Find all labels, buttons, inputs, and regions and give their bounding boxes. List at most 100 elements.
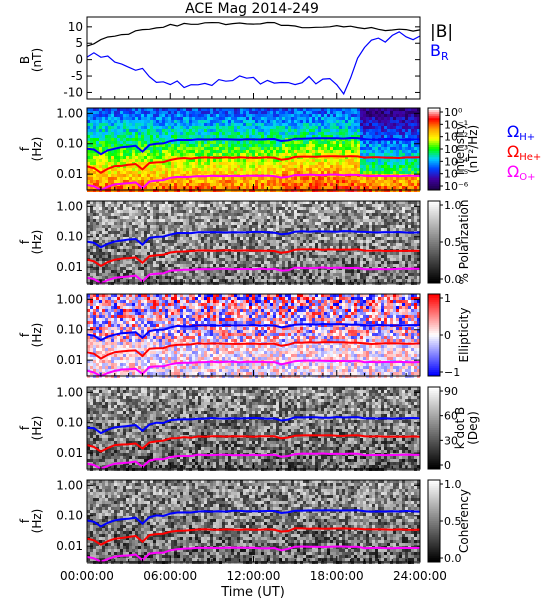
heatmap-cell xyxy=(417,141,420,144)
heatmap-cell xyxy=(165,264,168,267)
heatmap-cell xyxy=(117,108,120,111)
heatmap-cell xyxy=(258,261,261,264)
heatmap-cell xyxy=(198,120,201,123)
heatmap-cell xyxy=(129,201,132,204)
heatmap-cell xyxy=(183,159,186,162)
heatmap-cell xyxy=(321,126,324,129)
heatmap-cell xyxy=(168,144,171,147)
heatmap-cell xyxy=(129,243,132,246)
colorbar-segment xyxy=(428,138,440,142)
heatmap-cell xyxy=(348,180,351,183)
heatmap-cell xyxy=(342,186,345,189)
heatmap-cell xyxy=(201,270,204,273)
heatmap-cell xyxy=(267,228,270,231)
heatmap-cell xyxy=(180,234,183,237)
heatmap-cell xyxy=(390,147,393,150)
heatmap-cell xyxy=(378,168,381,171)
heatmap-cell xyxy=(102,123,105,126)
heatmap-cell xyxy=(366,111,369,114)
heatmap-cell xyxy=(258,141,261,144)
heatmap-cell xyxy=(156,144,159,147)
heatmap-cell xyxy=(168,168,171,171)
heatmap-cell xyxy=(405,135,408,138)
heatmap-cell xyxy=(312,108,315,111)
heatmap-cell xyxy=(93,267,96,270)
heatmap-cell xyxy=(222,171,225,174)
heatmap-cell xyxy=(243,120,246,123)
heatmap-cell xyxy=(174,117,177,120)
heatmap-cell xyxy=(138,141,141,144)
heatmap-cell xyxy=(129,228,132,231)
heatmap-cell xyxy=(156,138,159,141)
heatmap-cell xyxy=(204,114,207,117)
heatmap-cell xyxy=(324,159,327,162)
heatmap-cell xyxy=(417,114,420,117)
heatmap-cell xyxy=(207,276,210,279)
heatmap-cell xyxy=(141,255,144,258)
heatmap-cell xyxy=(246,234,249,237)
heatmap-cell xyxy=(390,180,393,183)
heatmap-cell xyxy=(174,207,177,210)
heatmap-cell xyxy=(90,126,93,129)
heatmap-cell xyxy=(186,129,189,132)
heatmap-cell xyxy=(333,186,336,189)
heatmap-cell xyxy=(207,162,210,165)
heatmap-cell xyxy=(231,186,234,189)
heatmap-cell xyxy=(129,177,132,180)
heatmap-cell xyxy=(225,207,228,210)
heatmap-cell xyxy=(129,126,132,129)
heatmap-cell xyxy=(156,117,159,120)
heatmap-cell xyxy=(402,159,405,162)
heatmap-cell xyxy=(93,123,96,126)
heatmap-cell xyxy=(297,147,300,150)
heatmap-cell xyxy=(171,153,174,156)
heatmap-cell xyxy=(231,201,234,204)
heatmap-cell xyxy=(330,111,333,114)
heatmap-cell xyxy=(156,276,159,279)
heatmap-cell xyxy=(411,153,414,156)
heatmap-cell xyxy=(111,117,114,120)
heatmap-cell xyxy=(147,228,150,231)
heatmap-cell xyxy=(252,111,255,114)
heatmap-cell xyxy=(117,174,120,177)
heatmap-cell xyxy=(228,165,231,168)
heatmap-cell xyxy=(117,279,120,282)
heatmap-cell xyxy=(333,111,336,114)
heatmap-cell xyxy=(300,117,303,120)
heatmap-cell xyxy=(135,111,138,114)
heatmap-cell xyxy=(135,153,138,156)
heatmap-cell xyxy=(231,255,234,258)
heatmap-cell xyxy=(213,177,216,180)
heatmap-cell xyxy=(384,114,387,117)
heatmap-cell xyxy=(108,240,111,243)
heatmap-cell xyxy=(180,111,183,114)
heatmap-cell xyxy=(192,111,195,114)
heatmap-cell xyxy=(402,180,405,183)
heatmap-cell xyxy=(153,153,156,156)
heatmap-cell xyxy=(372,132,375,135)
heatmap-cell xyxy=(261,264,264,267)
heatmap-cell xyxy=(408,114,411,117)
heatmap-cell xyxy=(213,159,216,162)
heatmap-cell xyxy=(99,249,102,252)
heatmap-cell xyxy=(399,177,402,180)
heatmap-cell xyxy=(294,183,297,186)
heatmap-cell xyxy=(114,273,117,276)
heatmap-cell xyxy=(147,159,150,162)
heatmap-cell xyxy=(123,159,126,162)
heatmap-cell xyxy=(177,258,180,261)
heatmap-cell xyxy=(129,138,132,141)
heatmap-cell xyxy=(159,210,162,213)
heatmap-cell xyxy=(108,249,111,252)
heatmap-cell xyxy=(183,180,186,183)
heatmap-cell xyxy=(225,135,228,138)
heatmap-cell xyxy=(165,255,168,258)
heatmap-cell xyxy=(138,201,141,204)
heatmap-cell xyxy=(153,201,156,204)
heatmap-cell xyxy=(162,129,165,132)
heatmap-cell xyxy=(141,270,144,273)
heatmap-cell xyxy=(357,138,360,141)
heatmap-cell xyxy=(198,177,201,180)
heatmap-cell xyxy=(282,144,285,147)
heatmap-cell xyxy=(384,129,387,132)
